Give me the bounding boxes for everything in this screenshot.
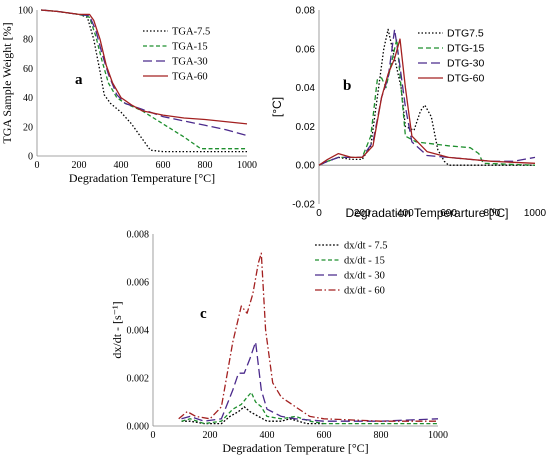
y-tick-label: 40: [23, 93, 33, 104]
x-tick-label: 400: [397, 208, 414, 219]
x-tick-label: 0: [151, 430, 156, 441]
y-tick-label: 100: [18, 6, 33, 17]
x-tick-label: 200: [203, 430, 218, 441]
y-tick-label: 0.00: [296, 161, 316, 172]
y-tick-label: -0.02: [292, 200, 315, 211]
x-tick-label: 1000: [428, 430, 448, 441]
legend-entry: TGA-7.5: [172, 27, 210, 38]
y-axis-title: dx/dt - [s⁻¹]: [110, 301, 124, 358]
y-tick-label: 0.008: [127, 230, 150, 241]
series-line-2: [41, 9, 248, 137]
series-line-2: [181, 341, 439, 422]
panel-label: b: [343, 78, 351, 94]
y-axis-title: TGA Sample Weight [%]: [0, 22, 14, 143]
y-tick-label: 0.000: [127, 422, 150, 433]
chart-b: 0 200 400 600 800 1000 -0.02 0.00 0.02 0.04 0.06 0.…: [270, 6, 546, 221]
chart-a: 0 200 400 600 800 1000 0 20 40 60 80 100 TGA-7.5 TGA-…: [0, 6, 257, 186]
series-line-2: [318, 28, 536, 166]
x-tick-label: 800: [483, 208, 500, 219]
legend-entry: TGA-15: [172, 42, 208, 53]
y-tick-label: 80: [23, 35, 33, 46]
series-line-0: [318, 28, 535, 166]
panel-label: a: [75, 72, 83, 88]
legend-entry: TGA-30: [172, 57, 208, 68]
legend-entry: dx/dt - 30: [344, 271, 385, 282]
x-tick-label: 600: [156, 160, 171, 171]
x-tick-label: 800: [374, 430, 389, 441]
series-line-0: [41, 9, 247, 153]
x-axis-title: Degradation Temperature [°C]: [222, 441, 368, 455]
legend-entry: DTG7.5: [447, 28, 484, 40]
y-axis-title: [°C]: [270, 97, 284, 117]
x-tick-label: 600: [440, 208, 457, 219]
y-tick-label: 0.04: [296, 83, 316, 94]
series-line-0: [181, 406, 324, 425]
x-axis-title: Degradation Temperarture [ºC]: [346, 206, 509, 220]
y-tick-label: 0.004: [127, 326, 150, 337]
legend-entry: dx/dt - 7.5: [344, 241, 387, 252]
x-tick-label: 0: [35, 160, 40, 171]
x-axis-title: Degradation Temperature [°C]: [69, 171, 215, 185]
series-line-3: [178, 252, 438, 422]
y-tick-label: 0: [28, 152, 33, 163]
y-tick-label: 0.006: [127, 278, 150, 289]
y-tick-label: 0.002: [127, 374, 150, 385]
x-tick-label: 800: [198, 160, 213, 171]
y-tick-label: 0.02: [296, 122, 316, 133]
x-tick-label: 600: [317, 430, 332, 441]
x-tick-label: 400: [114, 160, 129, 171]
x-tick-label: 0: [316, 208, 322, 219]
legend-entry: TGA-60: [172, 72, 208, 83]
y-tick-label: 0.06: [296, 44, 316, 55]
legend-entry: dx/dt - 60: [344, 286, 385, 297]
x-tick-label: 1000: [237, 160, 257, 171]
series-line-3: [318, 38, 536, 166]
x-tick-label: 200: [72, 160, 87, 171]
y-tick-label: 0.08: [296, 6, 316, 17]
x-tick-label: 200: [354, 208, 371, 219]
legend-entry: DTG-15: [447, 43, 485, 55]
series-line-1: [181, 391, 438, 425]
y-tick-label: 20: [23, 122, 33, 133]
y-tick-label: 60: [23, 64, 33, 75]
legend-entry: DTG-60: [447, 73, 485, 85]
x-tick-label: 400: [260, 430, 275, 441]
series-line-3: [41, 9, 248, 125]
chart-c: 0 200 400 600 800 1000 0.000 0.002 0.004 0.006 0.0…: [110, 230, 448, 456]
x-tick-label: 1000: [524, 208, 547, 219]
panel-label: c: [200, 306, 207, 322]
legend-entry: DTG-30: [447, 58, 485, 70]
legend-entry: dx/dt - 15: [344, 256, 385, 267]
series-line-1: [318, 38, 536, 166]
